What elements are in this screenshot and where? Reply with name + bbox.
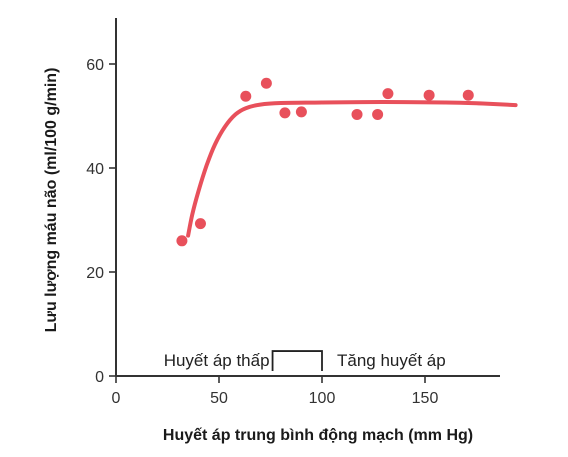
data-point xyxy=(176,235,188,247)
data-point xyxy=(462,89,474,101)
data-point xyxy=(351,108,363,120)
autoregulation-bracket-group: Huyết áp thấp Tăng huyết áp xyxy=(164,350,446,371)
y-tick-label: 0 xyxy=(95,369,104,386)
x-tick-label: 150 xyxy=(412,390,439,407)
data-point xyxy=(260,77,272,89)
data-point xyxy=(372,108,384,120)
axes xyxy=(115,18,500,377)
y-tick-label: 40 xyxy=(86,161,104,178)
data-point xyxy=(194,218,206,230)
x-tick-label: 0 xyxy=(112,390,121,407)
data-point xyxy=(295,106,307,118)
autoregulation-bracket xyxy=(271,350,323,371)
data-point xyxy=(382,88,394,100)
x-axis-title: Huyết áp trung bình động mạch (mm Hg) xyxy=(163,427,473,444)
x-ticks: 0 50 100 150 xyxy=(112,376,439,407)
data-points xyxy=(176,77,474,247)
x-tick-label: 100 xyxy=(309,390,336,407)
annotation-low-pressure: Huyết áp thấp xyxy=(164,351,270,370)
y-ticks: 0 20 40 60 xyxy=(86,57,116,386)
fit-curve-line xyxy=(186,99,518,238)
y-tick-label: 20 xyxy=(86,265,104,282)
y-axis-title: Lưu lượng máu não (ml/100 g/min) xyxy=(43,68,60,333)
data-point xyxy=(423,89,435,101)
data-point xyxy=(279,107,291,119)
y-tick-label: 60 xyxy=(86,57,104,74)
x-tick-label: 50 xyxy=(210,390,228,407)
annotation-hypertension: Tăng huyết áp xyxy=(337,351,446,370)
data-point xyxy=(240,90,252,102)
